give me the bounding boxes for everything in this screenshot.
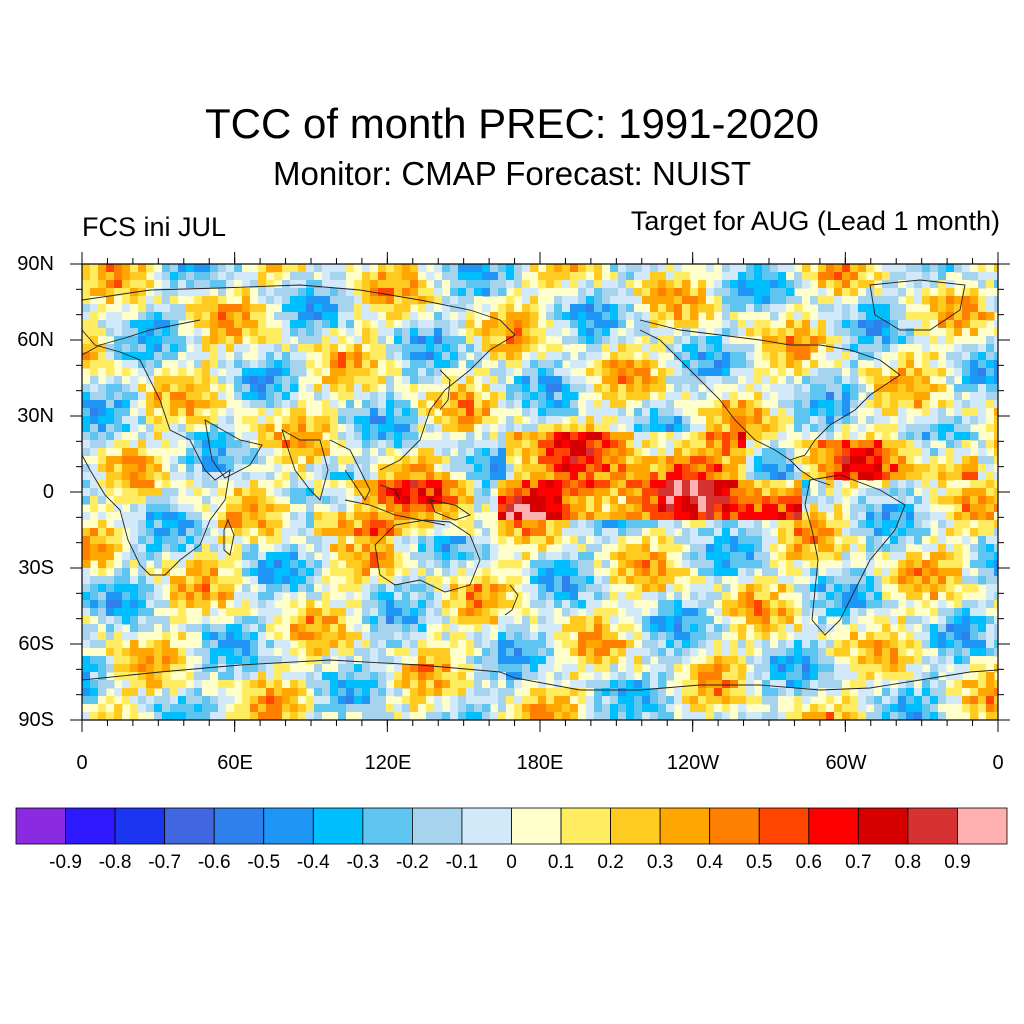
lon-label: 0	[992, 752, 1004, 774]
target-label: Target for AUG (Lead 1 month)	[630, 206, 1000, 236]
colorbar-swatch	[709, 807, 760, 845]
colorbar-label: 0.2	[597, 852, 624, 873]
colorbar-label: 0.7	[845, 852, 872, 873]
colorbar-swatch	[659, 807, 711, 845]
coastlines	[82, 279, 998, 691]
colorbar-label: 0.1	[547, 852, 575, 873]
lat-label: 90N	[17, 253, 54, 275]
lon-label: 60W	[825, 752, 867, 774]
lat-label: 30N	[17, 405, 54, 427]
colorbar-label: -0.4	[296, 852, 330, 873]
init-label: FCS ini JUL	[82, 212, 227, 242]
colorbar-swatch	[15, 807, 66, 845]
lon-label: 120W	[666, 752, 720, 774]
colorbar-swatch	[114, 807, 166, 845]
colorbar-label: -0.7	[148, 852, 182, 873]
colorbar-label: 0.8	[894, 852, 922, 873]
colorbar-label: 0.5	[746, 852, 773, 873]
colorbar-swatch	[65, 807, 116, 845]
lat-label: 90S	[18, 709, 54, 731]
colorbar-swatch	[907, 807, 958, 845]
correlation-field	[82, 264, 998, 720]
map-title: TCC of month PREC: 1991-2020	[205, 100, 819, 147]
colorbar	[15, 807, 1008, 845]
colorbar-swatch	[808, 807, 859, 845]
colorbar-label: 0	[506, 852, 517, 873]
colorbar-swatch	[461, 807, 512, 845]
colorbar-swatch	[758, 807, 810, 845]
lon-label: 0	[76, 752, 88, 774]
colorbar-label: -0.5	[247, 852, 281, 873]
lon-label: 120E	[364, 752, 412, 774]
lat-label: 0	[42, 481, 54, 503]
colorbar-label: 0.4	[696, 852, 723, 873]
colorbar-swatch	[362, 807, 413, 845]
colorbar-swatch	[560, 807, 611, 845]
colorbar-label: -0.6	[197, 852, 231, 873]
colorbar-swatch	[213, 807, 265, 845]
colorbar-swatch	[411, 807, 463, 845]
colorbar-label: -0.3	[346, 852, 380, 873]
colorbar-label: -0.2	[396, 852, 429, 873]
lat-label: 60N	[17, 329, 54, 351]
colorbar-swatch	[312, 807, 364, 845]
lon-label: 180E	[516, 752, 564, 774]
map-subtitle: Monitor: CMAP Forecast: NUIST	[272, 155, 751, 192]
axis-ticks	[70, 252, 1010, 732]
lon-label: 60E	[217, 752, 253, 774]
colorbar-swatch	[263, 807, 314, 845]
colorbar-swatch	[164, 807, 215, 845]
lat-label: 60S	[18, 633, 54, 655]
colorbar-label: -0.8	[98, 852, 132, 873]
colorbar-label: -0.9	[49, 852, 82, 873]
colorbar-label: 0.9	[944, 852, 971, 873]
colorbar-swatch	[857, 807, 909, 845]
colorbar-swatch	[610, 807, 661, 845]
colorbar-swatch	[957, 807, 1008, 845]
colorbar-label: -0.1	[445, 852, 479, 873]
colorbar-label: 0.6	[795, 852, 822, 873]
colorbar-swatch	[511, 807, 562, 845]
colorbar-label: 0.3	[646, 852, 674, 873]
lat-label: 30S	[18, 557, 54, 579]
